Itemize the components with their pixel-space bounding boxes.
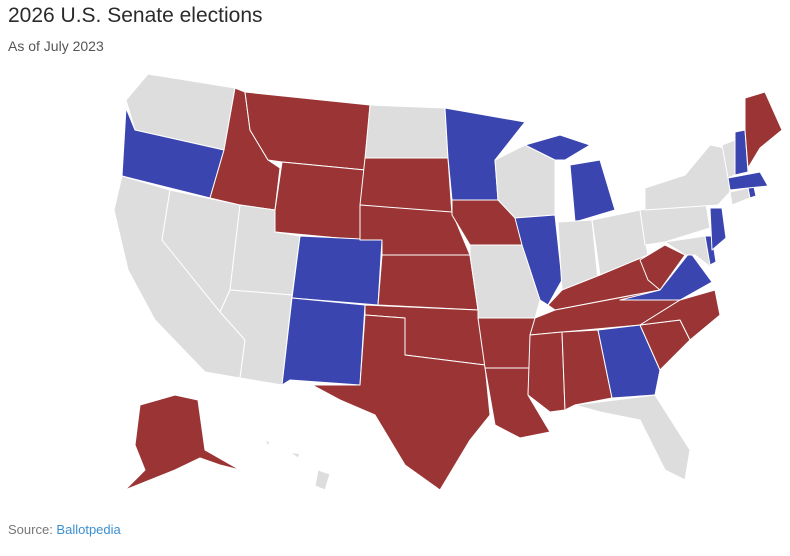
state-nm[interactable] <box>281 297 366 386</box>
state-mi[interactable] <box>524 134 616 223</box>
state-ak[interactable] <box>124 394 241 491</box>
state-ri[interactable] <box>747 186 757 199</box>
state-nd[interactable] <box>364 104 449 159</box>
state-co[interactable] <box>291 235 383 306</box>
state-wy[interactable] <box>274 161 366 241</box>
state-nh[interactable] <box>734 129 749 176</box>
state-ks[interactable] <box>377 254 479 311</box>
state-md[interactable] <box>664 235 713 269</box>
state-wv[interactable] <box>639 244 686 291</box>
state-va[interactable] <box>619 251 713 301</box>
state-ar[interactable] <box>477 317 536 369</box>
state-fl[interactable] <box>574 394 691 481</box>
state-ny[interactable] <box>644 144 731 211</box>
state-hi[interactable] <box>264 439 331 491</box>
state-ms[interactable] <box>527 331 566 413</box>
map-title: 2026 U.S. Senate elections <box>8 4 263 27</box>
state-nj[interactable] <box>709 207 727 251</box>
source-note: Source: Ballotpedia <box>8 522 121 537</box>
state-ga[interactable] <box>597 324 661 399</box>
state-me[interactable] <box>744 91 783 169</box>
source-link[interactable]: Ballotpedia <box>56 522 121 537</box>
us-senate-map <box>113 73 783 491</box>
state-al[interactable] <box>561 329 613 411</box>
state-tx[interactable] <box>311 314 491 491</box>
state-ma[interactable] <box>727 171 769 191</box>
map-subtitle: As of July 2023 <box>8 38 104 54</box>
state-id[interactable] <box>209 87 281 211</box>
state-ct[interactable] <box>729 187 751 206</box>
source-label: Source: <box>8 522 57 537</box>
state-de[interactable] <box>704 235 717 266</box>
